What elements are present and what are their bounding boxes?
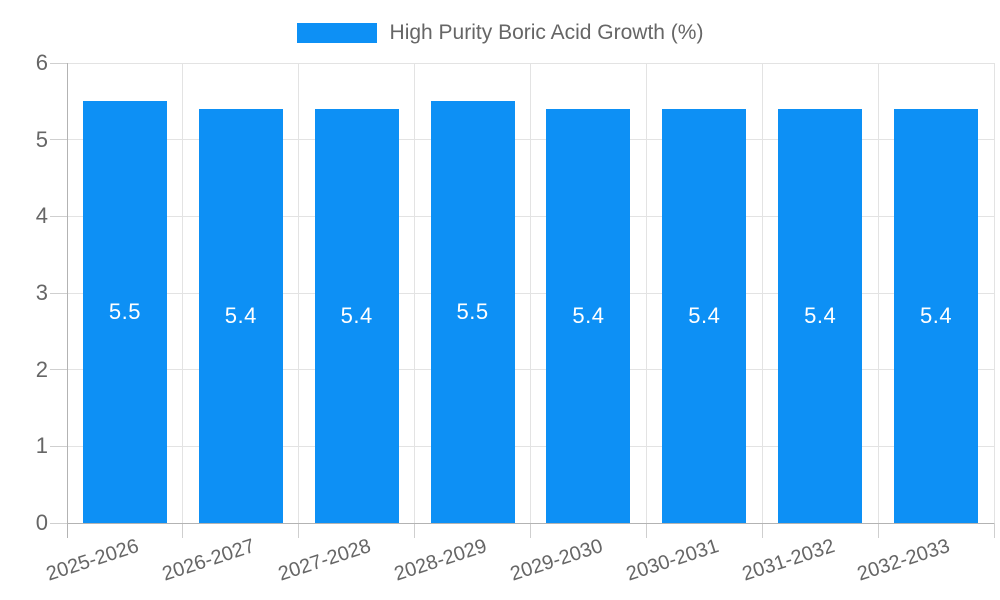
x-gridline [877, 63, 879, 523]
y-axis-line [66, 63, 68, 538]
y-tick-label: 6 [35, 50, 48, 75]
bar[interactable]: 5.5 [82, 101, 167, 523]
y-tick-mark [50, 215, 67, 217]
bar-value-label: 5.4 [340, 303, 373, 328]
bar[interactable]: 5.4 [662, 109, 747, 523]
x-gridline [182, 63, 184, 523]
bar-value-label: 5.4 [804, 303, 837, 328]
x-tick-label: 2026-2027 [159, 535, 258, 586]
bar-value-label: 5.4 [572, 303, 605, 328]
x-axis-line [67, 522, 994, 524]
x-tick-label: 2031-2032 [739, 535, 837, 586]
chart-legend[interactable]: High Purity Boric Acid Growth (%) [0, 21, 1000, 44]
x-tick-mark [877, 523, 879, 538]
legend-label: High Purity Boric Acid Growth (%) [389, 21, 704, 44]
bar-value-label: 5.4 [688, 303, 721, 328]
bar-value-label: 5.4 [920, 303, 953, 328]
x-tick-label: 2032-2033 [855, 535, 953, 586]
y-tick-label: 4 [35, 203, 48, 229]
y-tick-mark [50, 62, 67, 64]
x-tick-mark [298, 523, 300, 538]
y-tick-mark [50, 445, 67, 447]
y-tick-mark [50, 139, 67, 141]
x-gridline [645, 63, 647, 523]
bar[interactable]: 5.4 [546, 109, 631, 523]
bar-value-label: 5.5 [456, 299, 489, 325]
x-tick-label: 2025-2026 [43, 535, 142, 586]
x-gridline [530, 63, 531, 523]
bar[interactable]: 5.4 [198, 109, 283, 523]
x-gridline [993, 63, 995, 523]
x-tick-mark [645, 523, 647, 538]
bar[interactable]: 5.4 [894, 109, 979, 523]
x-tick-label: 2028-2029 [391, 535, 490, 586]
y-tick-label: 1 [35, 433, 48, 459]
x-tick-mark [414, 523, 416, 538]
y-tick-label: 2 [35, 356, 48, 382]
x-gridline [298, 63, 300, 523]
x-tick-mark [761, 523, 763, 538]
bar-value-label: 5.4 [224, 303, 257, 328]
bar[interactable]: 5.5 [430, 101, 515, 523]
x-gridline [761, 63, 763, 523]
y-tick-mark [50, 369, 67, 371]
x-tick-label: 2030-2031 [623, 535, 722, 586]
y-tick-label: 0 [35, 510, 48, 535]
bar[interactable]: 5.4 [778, 109, 863, 523]
y-tick-label: 5 [35, 126, 48, 152]
y-tick-mark [50, 522, 67, 524]
x-tick-mark [530, 523, 531, 538]
y-tick-mark [50, 292, 67, 294]
x-tick-mark [993, 523, 995, 538]
y-tick-label: 3 [35, 280, 48, 305]
x-tick-mark [182, 523, 184, 538]
x-gridline [414, 63, 416, 523]
legend-swatch [296, 23, 377, 43]
x-tick-label: 2029-2030 [507, 535, 606, 586]
bar-value-label: 5.5 [108, 299, 141, 325]
x-tick-label: 2027-2028 [275, 535, 374, 586]
bar[interactable]: 5.4 [314, 109, 399, 523]
